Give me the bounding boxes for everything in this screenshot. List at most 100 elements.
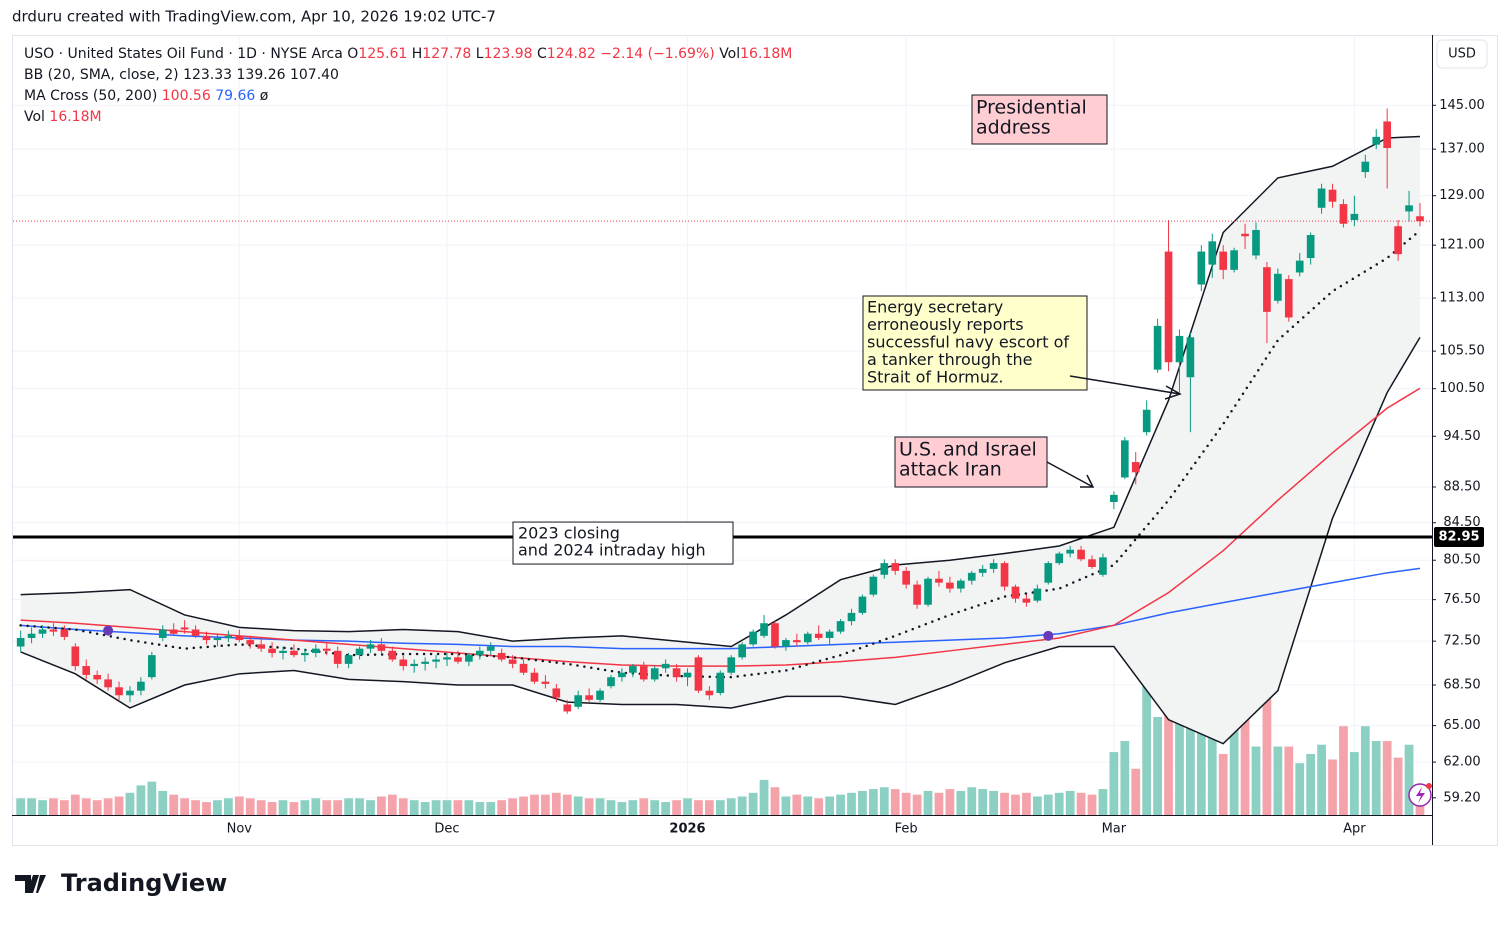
candle-body (541, 681, 550, 684)
currency[interactable]: USD (1448, 47, 1476, 62)
candle-body (465, 655, 473, 662)
volume-bar (333, 800, 343, 815)
candle-body (410, 663, 419, 667)
volume-bar (420, 802, 430, 815)
volume-bar (27, 798, 36, 815)
candle-body (213, 637, 222, 641)
volume-bar (289, 802, 299, 815)
candle-body (126, 690, 134, 696)
candle-body (847, 612, 856, 622)
y-tick-label: 145.00 (1439, 98, 1485, 113)
candle-body (388, 650, 397, 660)
volume-bar (901, 792, 911, 815)
candle-body (727, 657, 736, 673)
candle-body (224, 635, 233, 638)
volume-bar (234, 796, 244, 815)
candle-body (519, 663, 528, 673)
annotation-box (862, 295, 1088, 391)
legend-text: 127.78 (422, 46, 471, 62)
x-tick-label: Apr (1343, 822, 1366, 837)
legend-text: O (347, 46, 358, 62)
legend-text: MA Cross (50, 200) (24, 88, 157, 104)
candle-body (1197, 251, 1206, 285)
candle-body (169, 629, 178, 634)
volume-bar (573, 796, 583, 815)
candle-body (49, 629, 58, 632)
annotation-text: Strait of Hormuz. (867, 367, 1003, 386)
candle-body (705, 690, 714, 696)
volume-bar (464, 800, 474, 815)
y-tick-label: 72.50 (1443, 634, 1480, 649)
candle-body (399, 659, 408, 667)
volume-bar (541, 794, 550, 815)
candle-body (38, 629, 47, 634)
volume-bar (16, 798, 26, 815)
candle-body (16, 637, 25, 647)
volume-bar (1328, 759, 1337, 815)
volume-bar (595, 798, 605, 815)
y-tick-label: 113.00 (1439, 291, 1485, 306)
candle-body (322, 648, 331, 651)
candle-body (618, 672, 626, 678)
candle-body (574, 695, 583, 707)
candle-body (1099, 557, 1107, 575)
volume-bar (1360, 726, 1370, 815)
volume-bar (1339, 726, 1348, 815)
volume-bar (1186, 704, 1195, 815)
candle-body (1383, 121, 1392, 149)
legend-text: −2.14 (−1.69%) (600, 46, 714, 62)
volume-bar (1262, 687, 1272, 815)
legend-text: 123.98 (484, 46, 533, 62)
candle-body (1022, 598, 1031, 603)
bb-upper (20, 135, 1421, 648)
candle-body (596, 690, 604, 700)
y-tick-label: 68.50 (1443, 678, 1480, 693)
candle-body (1110, 494, 1118, 502)
volume-bar (377, 796, 386, 815)
candle-body (716, 672, 725, 693)
volume-bar (1032, 796, 1042, 815)
volume-bar (223, 798, 233, 815)
candle-body (1044, 563, 1053, 583)
volume-bar (519, 796, 528, 815)
volume-bar (989, 790, 998, 815)
volume-bar (278, 800, 288, 815)
candle-body (1405, 205, 1413, 212)
candle-body (1241, 233, 1249, 237)
candle-body (946, 582, 954, 589)
volume-bar (125, 792, 135, 815)
legend-text: 124.82 (547, 46, 596, 62)
volume-bar (81, 798, 91, 815)
brand: TradingView (61, 869, 227, 897)
volume-bar (661, 802, 671, 815)
volume-bar (967, 787, 977, 815)
volume-bar (584, 798, 594, 815)
volume-bar (650, 800, 660, 815)
volume-bar (1076, 792, 1086, 815)
annotation-text: address (976, 117, 1051, 139)
candle-body (585, 695, 593, 700)
legend-row: USO · United States Oil Fund · 1D · NYSE… (24, 46, 792, 62)
candle-body (27, 633, 36, 638)
candle-body (1230, 250, 1238, 270)
volume-bar (945, 789, 955, 815)
level-note: 2023 closing (518, 524, 620, 543)
candle-body (158, 629, 167, 638)
legend-text: 123.33 (183, 67, 232, 83)
candle-body (71, 646, 80, 667)
candle-body (793, 640, 801, 643)
candle-body (891, 563, 900, 571)
volume-bar (1120, 741, 1130, 815)
volume-bar (1240, 687, 1250, 815)
y-tick-label: 80.50 (1443, 553, 1480, 568)
annotation-text: U.S. and Israel (899, 439, 1037, 461)
candle-body (235, 635, 244, 641)
y-tick-label: 94.50 (1443, 429, 1480, 444)
currency-button[interactable] (1436, 39, 1488, 69)
candle-body (771, 623, 779, 647)
y-tick-label: 129.00 (1439, 188, 1485, 203)
candle-body (530, 672, 539, 682)
candle-body (683, 672, 692, 678)
volume-bar (70, 794, 80, 815)
volume-bar (923, 790, 933, 815)
